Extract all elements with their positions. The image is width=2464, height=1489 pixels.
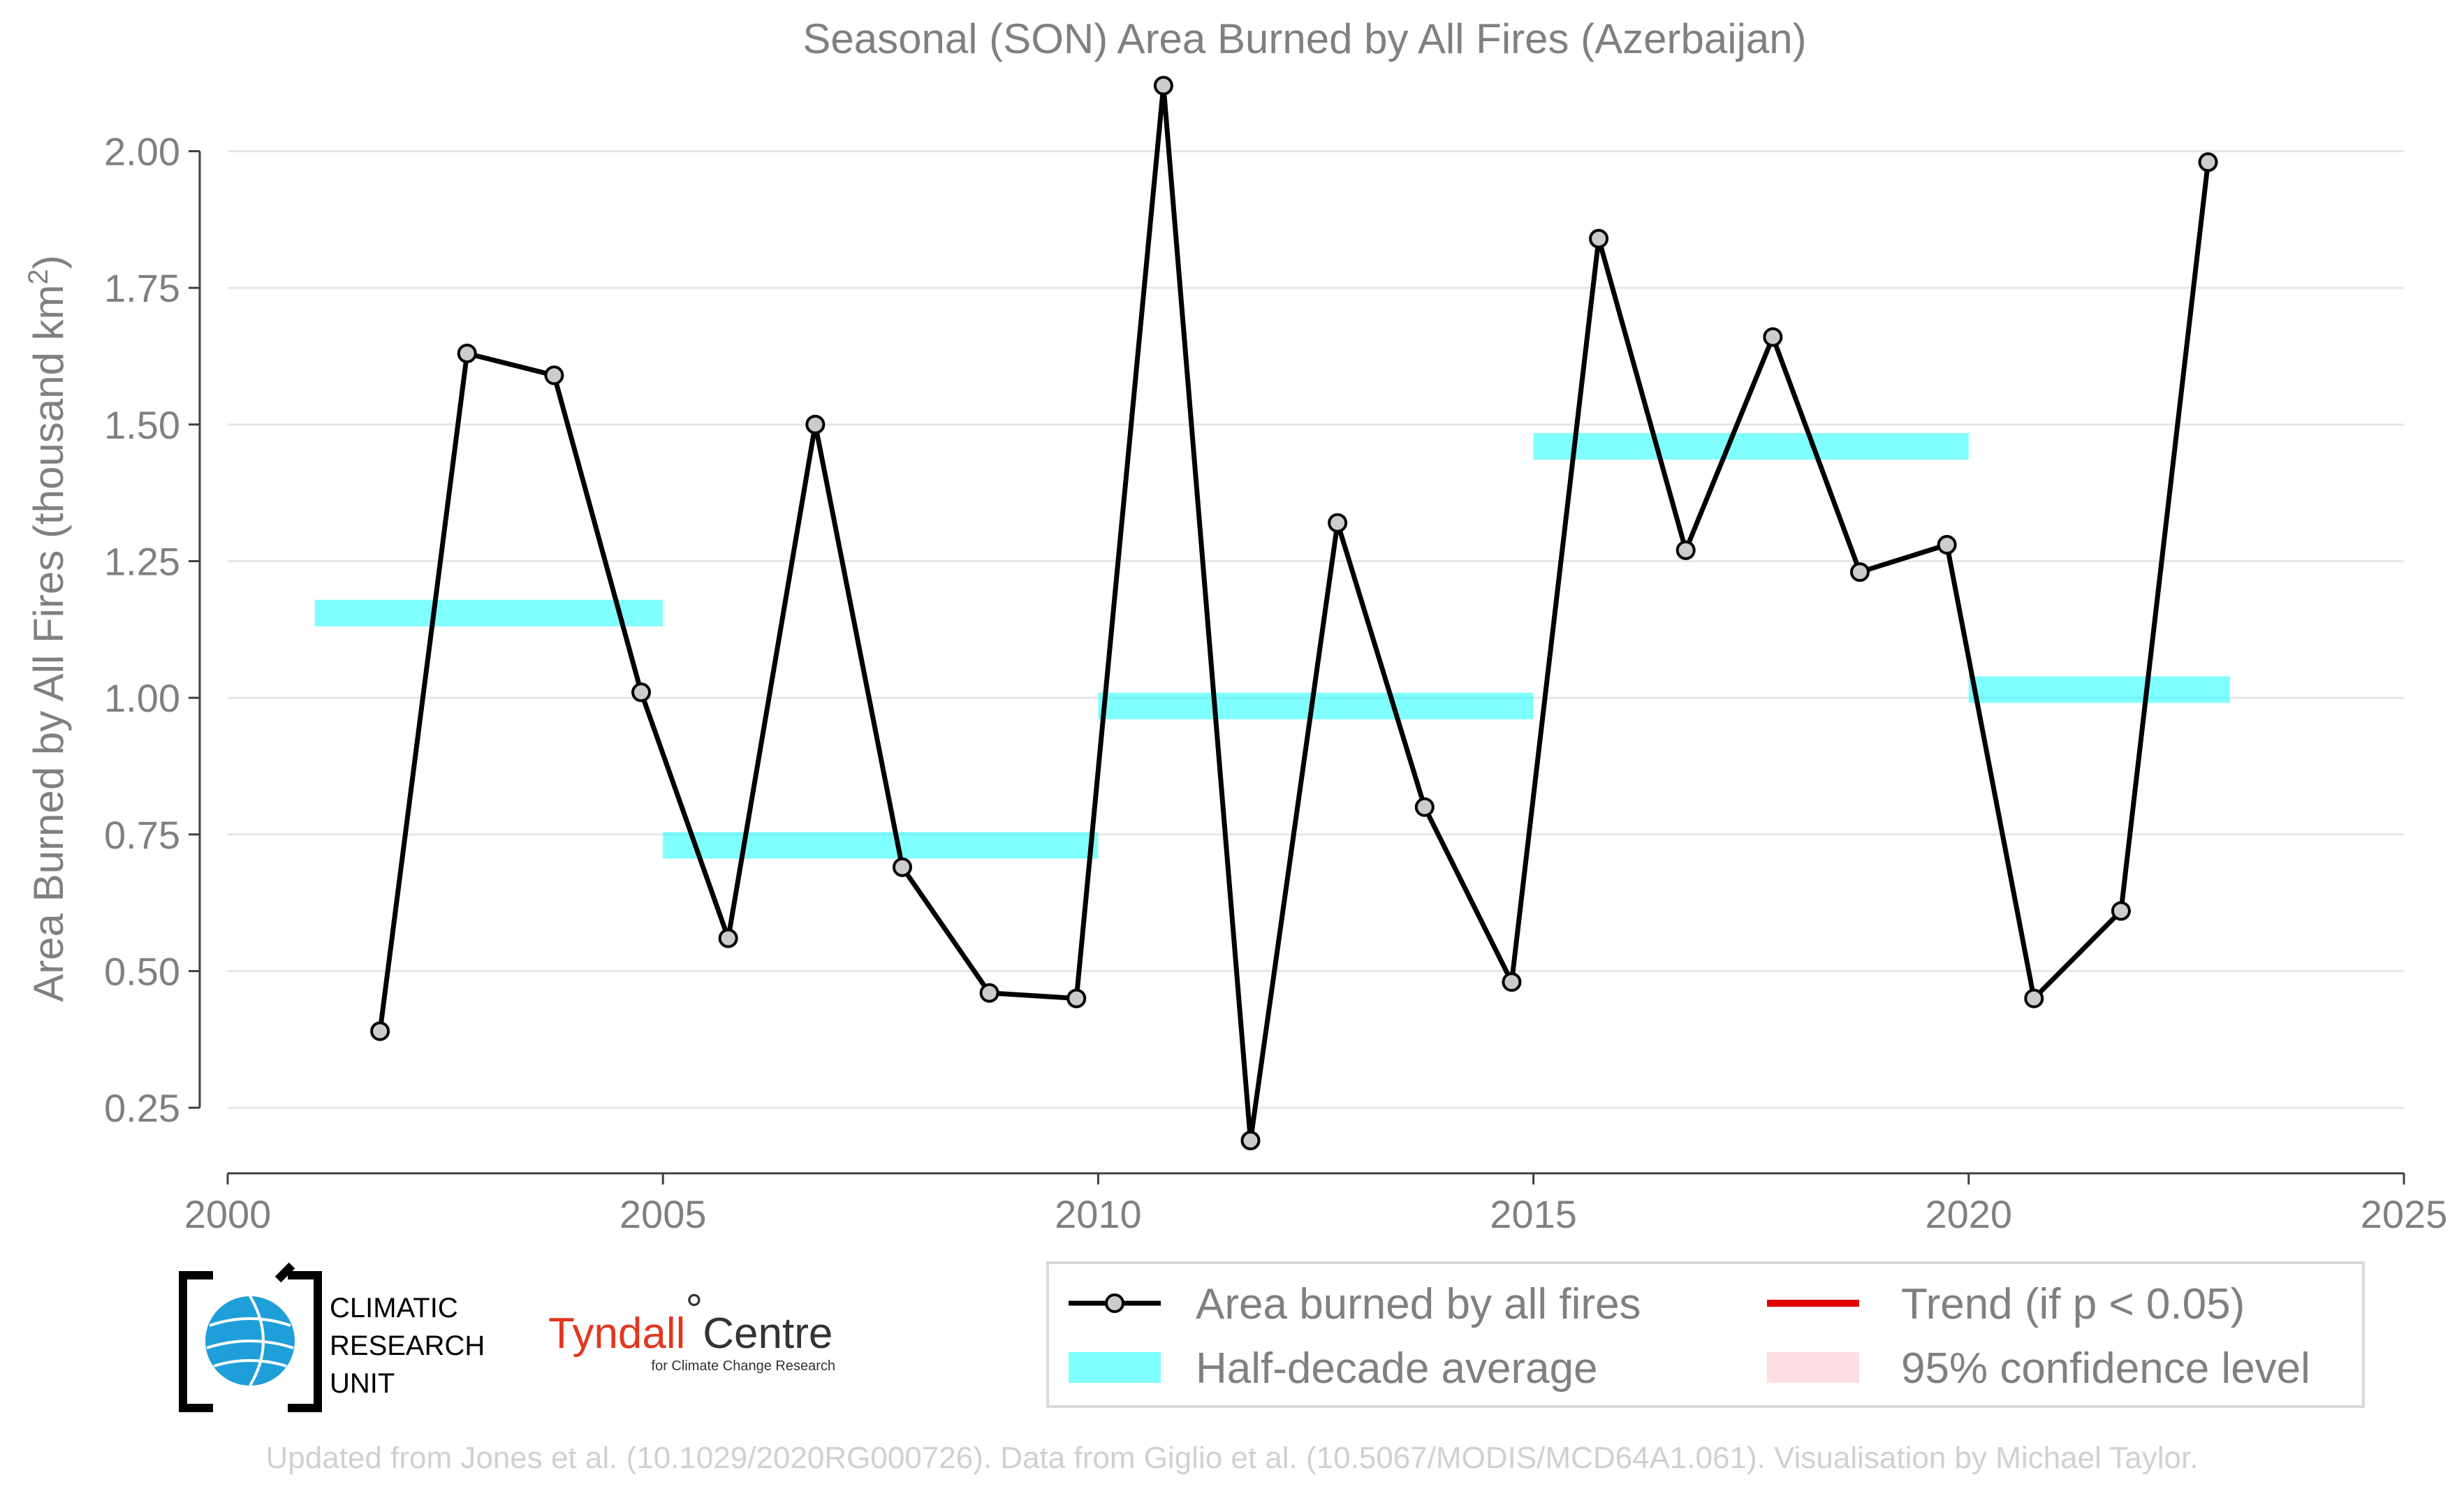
series-area-burned	[370, 75, 2218, 1151]
data-point	[457, 344, 477, 364]
series-line	[377, 83, 2211, 1143]
data-point	[2111, 901, 2131, 921]
x-tick-label: 2015	[1490, 1192, 1577, 1236]
data-point	[1414, 797, 1435, 817]
legend-swatch-band	[1069, 1352, 1161, 1383]
data-point	[544, 365, 564, 386]
tyndall-logo-text: Tyndall°Centre	[548, 1286, 833, 1358]
x-tick-label: 2005	[619, 1192, 707, 1236]
data-point	[892, 857, 912, 877]
half-decade-average-band	[1533, 433, 1969, 460]
half-decade-average-band	[1098, 692, 1534, 719]
gridlines	[228, 150, 2404, 1109]
tyndall-logo: Tyndall°Centre for Climate Change Resear…	[548, 1286, 835, 1374]
y-tick-label: 1.00	[104, 676, 180, 720]
cru-globe-line	[206, 1340, 294, 1349]
cru-text-line-1: CLIMATIC	[330, 1293, 458, 1323]
cru-logo-bracket-slash	[274, 1262, 295, 1283]
cru-text-line-3: UNIT	[330, 1368, 395, 1399]
legend-label: Half-decade average	[1196, 1344, 1598, 1393]
data-point	[1502, 972, 1522, 992]
y-tick-label: 0.25	[104, 1086, 180, 1130]
data-point	[718, 928, 738, 948]
y-axis-label: Area Burned by All Fires (thousand km2)	[23, 255, 72, 1002]
data-point	[1240, 1131, 1261, 1151]
x-tick-label: 2025	[2361, 1192, 2448, 1236]
legend-label: 95% confidence level	[1901, 1344, 2310, 1393]
footer-credits: Updated from Jones et al. (10.1029/2020R…	[266, 1441, 2199, 1475]
cru-globe-line	[209, 1317, 291, 1327]
data-point	[1675, 540, 1696, 560]
data-point	[1328, 513, 1348, 533]
data-point	[2024, 988, 2044, 1008]
cru-logo: CLIMATIC RESEARCH UNIT	[179, 1262, 485, 1412]
legend-label: Trend (if p < 0.05)	[1901, 1280, 2245, 1328]
data-point	[979, 983, 999, 1003]
axes: 0.25 0.50 0.75 1.00 1.25 1.50 1.75 2.00 2000 2005…	[104, 130, 2447, 1236]
x-tick-label: 2020	[1926, 1192, 2013, 1236]
legend-swatch-marker	[1105, 1293, 1124, 1313]
cru-globe-line	[249, 1295, 265, 1387]
chart-title: Seasonal (SON) Area Burned by All Fires …	[802, 15, 1806, 62]
legend: Area burned by all fires Trend (if p < 0.…	[1046, 1261, 2365, 1408]
legend-label: Area burned by all fires	[1196, 1280, 1641, 1328]
legend-box	[1046, 1261, 2365, 1408]
y-tick-label: 0.75	[104, 813, 180, 857]
half-decade-average-band	[314, 599, 663, 626]
x-tick-label: 2000	[184, 1192, 272, 1236]
legend-swatch-band	[1767, 1352, 1859, 1383]
data-point	[1763, 327, 1783, 347]
data-point	[1066, 988, 1087, 1008]
data-point	[2198, 152, 2218, 173]
y-tick-label: 1.25	[104, 539, 180, 583]
half-decade-average-bands	[314, 433, 2230, 859]
data-point	[1850, 562, 1870, 582]
data-point	[1937, 535, 1957, 555]
data-point	[1153, 75, 1173, 96]
half-decade-average-band	[663, 832, 1099, 859]
cru-logo-bracket-left	[179, 1271, 213, 1412]
tyndall-logo-subtitle: for Climate Change Research	[652, 1358, 835, 1374]
y-tick-label: 1.75	[104, 266, 180, 310]
y-tick-label: 1.50	[104, 403, 180, 447]
data-point	[370, 1021, 390, 1041]
data-point	[805, 414, 826, 434]
cru-text-line-2: RESEARCH	[330, 1330, 485, 1361]
cru-globe-line	[213, 1359, 287, 1367]
x-tick-label: 2010	[1055, 1192, 1142, 1236]
data-point	[631, 682, 652, 703]
data-point	[1589, 228, 1609, 249]
y-tick-label: 0.50	[104, 949, 180, 993]
cru-logo-bracket-right	[288, 1271, 322, 1412]
half-decade-average-band	[1968, 676, 2230, 703]
y-tick-label: 2.00	[104, 130, 180, 174]
